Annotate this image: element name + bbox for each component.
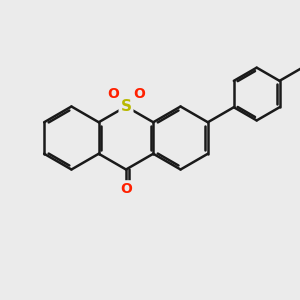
Text: O: O xyxy=(133,87,145,101)
Text: S: S xyxy=(121,99,131,114)
Text: O: O xyxy=(120,182,132,196)
Text: O: O xyxy=(107,87,119,101)
